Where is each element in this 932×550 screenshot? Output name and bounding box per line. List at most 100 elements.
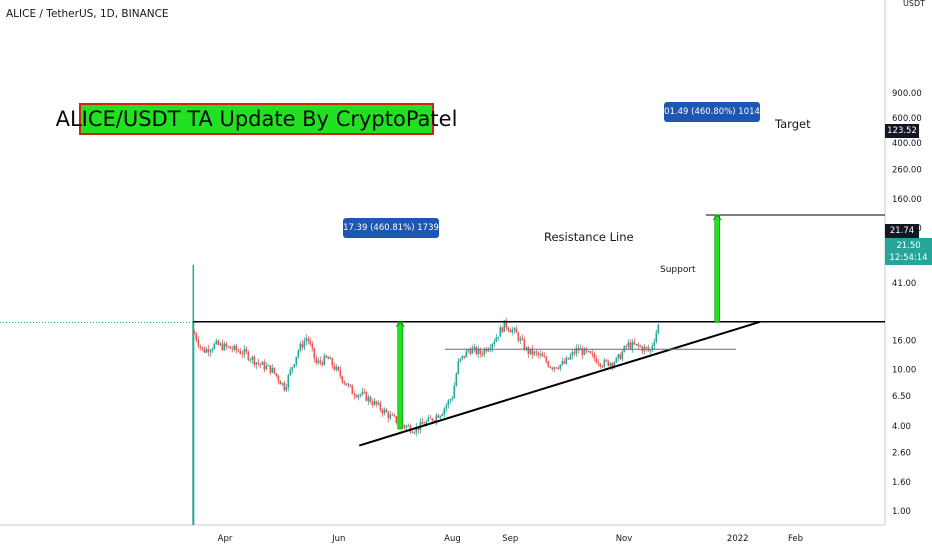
candle-body: [321, 362, 324, 365]
candle-body: [341, 376, 344, 383]
candle-body: [323, 355, 326, 365]
candle-body: [613, 362, 616, 367]
candle-body: [199, 345, 202, 348]
candle-body: [521, 338, 524, 340]
candle-body: [337, 366, 340, 371]
candle-body: [633, 341, 636, 345]
candle-body: [305, 338, 308, 342]
candle-body: [345, 383, 348, 386]
candle-body: [651, 346, 654, 350]
candle-body: [309, 341, 312, 344]
bar-countdown: 12:54:14: [889, 252, 928, 263]
candle-body: [311, 343, 314, 348]
candle-body: [581, 348, 584, 356]
candle-body: [639, 345, 642, 347]
measure-arrow-2-head: [712, 214, 722, 221]
candle-body: [571, 352, 574, 356]
candle-body: [617, 354, 620, 358]
candle-body: [395, 416, 398, 423]
candle-body: [359, 394, 362, 396]
candle-body: [573, 352, 576, 354]
candle-body: [567, 357, 570, 360]
candle-body: [557, 368, 560, 370]
candle-body: [607, 360, 610, 366]
candle-body: [209, 350, 212, 353]
candle-body: [285, 387, 288, 391]
candle-body: [365, 392, 368, 401]
candle-body: [443, 408, 446, 415]
y-tick-label: 41.00: [892, 279, 916, 289]
candle-body: [657, 324, 660, 333]
candle-body: [489, 348, 492, 350]
candle-body: [273, 367, 276, 374]
candle-body: [195, 333, 198, 341]
candle-body: [261, 362, 264, 365]
candle-body: [595, 358, 598, 363]
support-label: Support: [660, 265, 696, 275]
candle-body: [605, 360, 608, 362]
candle-body: [239, 351, 242, 354]
candle-body: [377, 402, 380, 405]
candle-body: [221, 343, 224, 350]
candle-body: [425, 421, 428, 426]
candle-body: [229, 346, 232, 349]
x-tick-label: Aug: [444, 534, 461, 544]
candle-body: [303, 341, 306, 348]
candle-body: [353, 394, 356, 396]
measure-info-box-2: 101.49 (460.80%) 10149: [659, 102, 765, 122]
candle-body: [541, 353, 544, 357]
candle-body: [389, 414, 392, 419]
candle-body: [301, 343, 304, 348]
x-tick-label: Nov: [616, 534, 633, 544]
candle-body: [257, 362, 260, 364]
candle-body: [645, 347, 648, 349]
candle-body: [333, 365, 336, 370]
candle-body: [231, 348, 234, 350]
candle-body: [459, 358, 462, 361]
candle-body: [343, 382, 346, 384]
candle-body: [205, 348, 208, 353]
candle-body: [351, 386, 354, 395]
candle-body: [515, 328, 518, 333]
candle-body: [529, 348, 532, 354]
candle-body: [583, 348, 586, 356]
candle-body: [411, 432, 414, 434]
y-tick-label: 1.00: [892, 507, 911, 517]
candle-body: [601, 366, 604, 368]
candle-body: [549, 366, 552, 368]
candle-body: [507, 327, 510, 331]
y-tick-label: 160.00: [892, 195, 922, 205]
candle-body: [543, 356, 546, 358]
symbol-title[interactable]: ALICE / TetherUS, 1D, BINANCE: [6, 8, 169, 20]
candle-body: [553, 367, 556, 370]
candle-body: [469, 350, 472, 354]
y-tick-label: 400.00: [892, 139, 922, 149]
candle-body: [481, 354, 484, 356]
candle-body: [433, 420, 436, 422]
candle-body: [587, 351, 590, 353]
candle-body: [511, 329, 514, 333]
candle-body: [265, 365, 268, 370]
candle-body: [655, 332, 658, 342]
candle-body: [467, 350, 470, 352]
candle-body: [497, 336, 500, 338]
candle-body: [217, 340, 220, 345]
candle-body: [551, 367, 554, 370]
candle-body: [483, 348, 486, 355]
candle-body: [505, 320, 508, 328]
candle-body: [283, 382, 286, 391]
candle-body: [361, 391, 364, 395]
candle-body: [461, 355, 464, 359]
y-tick-label: 600.00: [892, 114, 922, 124]
candle-body: [193, 331, 196, 334]
candle-body: [545, 357, 548, 362]
candle-body: [293, 364, 296, 368]
candle-body: [445, 405, 448, 409]
candle-body: [503, 320, 506, 332]
measure-arrow-1-bar: [397, 321, 404, 430]
candle-body: [649, 349, 652, 351]
candle-body: [235, 345, 238, 351]
candle-body: [413, 432, 416, 434]
candle-body: [475, 346, 478, 355]
